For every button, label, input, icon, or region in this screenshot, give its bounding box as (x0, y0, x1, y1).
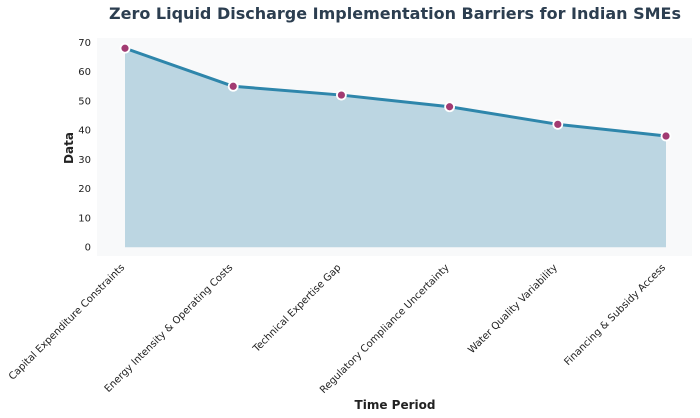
series-line (123, 46, 668, 138)
data-point (335, 89, 347, 101)
data-point (660, 130, 672, 142)
chart-title: Zero Liquid Discharge Implementation Bar… (109, 4, 681, 23)
x-tick-label: Financing & Subsidy Access (562, 262, 668, 368)
y-tick-label: 50 (78, 96, 91, 107)
x-tick-label: Water Quality Variability (466, 262, 560, 356)
x-tick-label: Regulatory Compliance Uncertainty (318, 262, 452, 396)
x-axis-label: Time Period (355, 398, 436, 412)
data-point (552, 118, 564, 130)
y-tick-label: 60 (78, 67, 91, 78)
y-tick-label: 40 (78, 126, 91, 137)
data-point (444, 101, 456, 113)
line-layer (123, 46, 668, 138)
y-tick-labels: 0 10 20 30 40 50 60 70 (78, 38, 91, 254)
area-fill (125, 48, 666, 248)
marker-layer (119, 42, 672, 142)
x-tick-label: Capital Expenditure Constraints (7, 262, 127, 382)
x-tick-label: Energy Intensity & Operating Costs (103, 262, 236, 395)
x-tick-label: Technical Expertise Gap (251, 262, 344, 355)
data-point (119, 42, 131, 54)
y-tick-label: 20 (78, 184, 91, 195)
area-layer (125, 48, 666, 248)
y-tick-label: 0 (85, 243, 91, 254)
data-point (227, 80, 239, 92)
y-tick-label: 10 (78, 213, 91, 224)
y-axis-label: Data (62, 132, 76, 164)
y-tick-label: 30 (78, 155, 91, 166)
y-tick-label: 70 (78, 38, 91, 49)
